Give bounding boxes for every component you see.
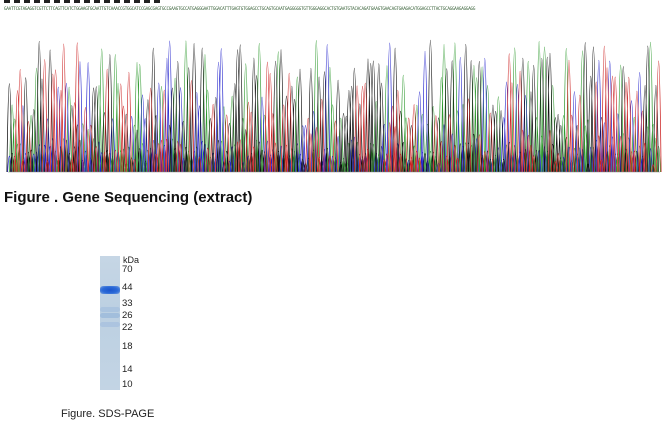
sds-page-gel-figure: kDa 70 44 33 26 22 18 14 10	[100, 256, 190, 392]
sequencing-figure-title: Figure . Gene Sequencing (extract)	[4, 189, 253, 206]
sds-page-caption: Figure. SDS-PAGE	[61, 408, 155, 420]
marker-label: 44	[122, 282, 133, 293]
marker-label: 22	[122, 322, 133, 333]
protein-band-faint-3	[100, 322, 120, 327]
sequence-text: GAATTCGTAGAGGTCGTTCTTCAGTTCATCTGGAAGTGCA…	[4, 6, 476, 11]
trace-C	[7, 40, 653, 173]
protein-band-faint-1	[100, 307, 120, 312]
gel-lane	[100, 256, 120, 390]
marker-label: 10	[122, 379, 133, 390]
marker-label: 33	[122, 298, 133, 309]
protein-band-main	[100, 286, 120, 294]
chromatogram-trace	[6, 40, 662, 173]
protein-band-faint-2	[100, 313, 120, 318]
marker-label: 70	[122, 264, 133, 275]
marker-label: 18	[122, 341, 133, 352]
marker-label: 26	[122, 310, 133, 321]
trace-A	[9, 40, 661, 173]
trace-G	[6, 40, 659, 173]
trace-T	[12, 42, 662, 173]
sequence-ruler	[4, 0, 164, 3]
kda-label: kDa	[123, 255, 140, 265]
marker-label: 14	[122, 364, 133, 375]
molecular-weight-markers: kDa 70 44 33 26 22 18 14 10	[122, 256, 192, 390]
